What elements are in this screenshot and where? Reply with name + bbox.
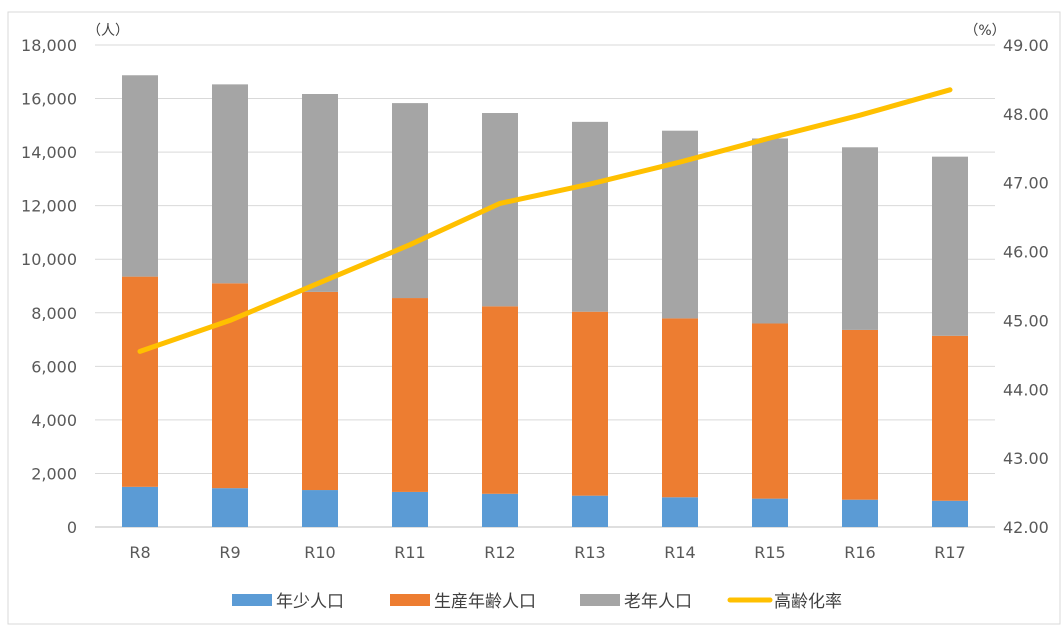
- bar-segment: [842, 329, 878, 500]
- bar-segment: [122, 486, 158, 527]
- legend-label: 年少人口: [276, 592, 344, 612]
- x-axis-tick-label: R16: [844, 543, 875, 562]
- bar-segment: [842, 499, 878, 527]
- legend-swatch: [580, 594, 620, 606]
- bar-segment: [302, 490, 338, 527]
- bar-segment: [572, 495, 608, 527]
- x-axis-tick-label: R14: [664, 543, 695, 562]
- bar-segment: [122, 75, 158, 277]
- legend-label: 老年人口: [624, 592, 692, 612]
- left-axis-tick-label: 0: [67, 518, 77, 537]
- bar-segment: [302, 291, 338, 491]
- left-axis-tick-label: 4,000: [31, 411, 77, 430]
- left-axis-tick-label: 16,000: [21, 90, 77, 109]
- bar-segment: [302, 94, 338, 292]
- bar-segment: [842, 147, 878, 330]
- left-axis-tick-label: 10,000: [21, 250, 77, 269]
- bar-segment: [662, 318, 698, 498]
- bar-segment: [482, 493, 518, 527]
- right-axis-tick-label: 47.00: [1003, 174, 1049, 193]
- bar-segment: [122, 276, 158, 487]
- x-axis-tick-label: R17: [934, 543, 965, 562]
- x-axis-tick-label: R10: [304, 543, 335, 562]
- bar-segment: [482, 306, 518, 494]
- left-axis-tick-label: 6,000: [31, 357, 77, 376]
- bar-segment: [752, 323, 788, 499]
- x-axis-tick-label: R11: [394, 543, 425, 562]
- right-axis-unit: （%）: [964, 23, 1005, 39]
- bar-segment: [662, 497, 698, 527]
- axes: （人） （%） 0 2,000 4,000 6,000 8,000 10,000 12,00…: [21, 23, 1049, 562]
- legend-swatch: [390, 594, 430, 606]
- bar-segment: [212, 84, 248, 284]
- bar-segment: [572, 121, 608, 312]
- right-axis-tick-label: 49.00: [1003, 36, 1049, 55]
- right-axis-tick-label: 45.00: [1003, 311, 1049, 330]
- bar-segment: [572, 311, 608, 496]
- bar-segment: [392, 491, 428, 527]
- x-axis-tick-label: R9: [219, 543, 240, 562]
- bar-segment: [932, 335, 968, 501]
- line-series: [137, 87, 953, 354]
- left-axis-unit: （人）: [87, 23, 129, 39]
- left-axis-tick-label: 8,000: [31, 304, 77, 323]
- left-axis-tick-label: 12,000: [21, 197, 77, 216]
- bar-segment: [752, 498, 788, 527]
- right-axis-tick-label: 46.00: [1003, 243, 1049, 262]
- right-axis-tick-label: 48.00: [1003, 105, 1049, 124]
- x-axis-tick-label: R12: [484, 543, 515, 562]
- chart-frame: [7, 11, 1061, 625]
- left-axis-tick-label: 2,000: [31, 464, 77, 483]
- right-axis-tick-label: 43.00: [1003, 449, 1049, 468]
- x-axis-tick-label: R13: [574, 543, 605, 562]
- left-axis-tick-label: 18,000: [21, 36, 77, 55]
- bar-segment: [212, 488, 248, 527]
- x-axis-tick-label: R15: [754, 543, 785, 562]
- legend-label: 生産年齢人口: [434, 592, 536, 612]
- bar-segment: [752, 138, 788, 324]
- x-axis-tick-label: R8: [129, 543, 150, 562]
- bar-series: [122, 75, 968, 527]
- legend-label: 高齢化率: [774, 592, 842, 612]
- bar-segment: [932, 156, 968, 336]
- bar-segment: [392, 103, 428, 299]
- aging-rate-line: [137, 87, 953, 354]
- legend-swatch: [232, 594, 272, 606]
- bar-segment: [392, 298, 428, 492]
- right-axis-tick-label: 42.00: [1003, 518, 1049, 537]
- right-axis-tick-label: 44.00: [1003, 380, 1049, 399]
- legend: 年少人口 生産年齢人口 老年人口 高齢化率: [232, 592, 842, 612]
- left-axis-tick-label: 14,000: [21, 143, 77, 162]
- bar-segment: [932, 500, 968, 527]
